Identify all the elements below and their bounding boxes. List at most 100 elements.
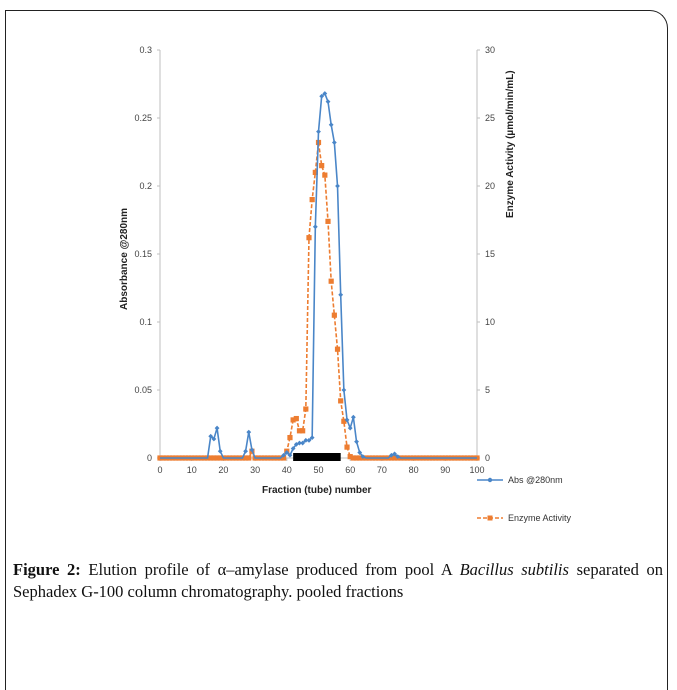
legend-enzyme-label: Enzyme Activity [508,513,572,523]
x-tick-label: 60 [345,465,355,475]
abs-280nm-point [341,387,347,393]
enzyme-activity-point [325,218,331,224]
abs-280nm-point [217,448,223,454]
enzyme-activity-point [353,455,360,461]
enzyme-activity-point [350,455,356,461]
x-tick-label: 20 [218,465,228,475]
abs-280nm-point [211,436,217,442]
enzyme-activity-point [208,455,214,461]
abs-280nm-point [357,450,363,455]
enzyme-activity-point [214,455,220,461]
y-right-tick-label: 20 [485,181,495,191]
enzyme-activity-point [328,278,334,284]
chart-legend: Abs @280nm Enzyme Activity [477,475,572,523]
abs-280nm-point [344,417,350,423]
y-right-tick-label: 0 [485,453,490,463]
abs-280nm-point [328,122,334,128]
y-right-axis-title: Enzyme Activity (µmol/min/mL) [505,70,516,218]
abs-280nm-point [306,437,312,443]
abs-280nm-point [208,433,214,439]
figure-label: Figure 2: [13,560,81,579]
caption-text-1: Elution profile of α–amylase produced fr… [80,560,460,579]
enzyme-activity-point [217,455,223,461]
enzyme-activity-point [306,235,312,241]
chart-axes [159,50,478,459]
abs-280nm-point [290,446,296,451]
abs-280nm-point [243,448,248,454]
y-left-tick-label: 0.25 [134,113,152,123]
y-right-tick-label: 25 [485,113,495,123]
enzyme-activity-point [293,415,299,422]
abs-280nm-point [354,439,359,445]
abs-280nm-line [160,92,477,459]
pooled-fractions-bar [293,453,341,461]
y-right-tick-label: 15 [485,249,495,259]
figure-frame [5,10,668,690]
x-tick-label: 50 [313,465,323,475]
abs-280nm-point [360,454,366,460]
abs-280nm-point [312,224,318,230]
abs-280nm-point [214,425,220,431]
enzyme-activity-point [300,428,306,434]
caption-species: Bacillus subtilis [459,560,569,579]
elution-chart: 0 0.05 0.1 0.15 0.2 0.25 0.3 0 5 10 15 20 25 30 0 10 2… [119,45,572,523]
abs-280nm-point [309,435,315,440]
enzyme-activity-point [331,312,337,318]
figure-caption: Figure 2: Elution profile of α–amylase p… [13,559,663,603]
abs-280nm-point [319,93,325,99]
y-left-axis-title: Absorbance @280nm [119,208,130,310]
enzyme-activity-point [246,455,252,461]
x-tick-label: 80 [409,465,419,475]
x-axis-title: Fraction (tube) number [262,485,372,496]
enzyme-activity-point [319,163,325,169]
x-tick-label: 40 [282,465,292,475]
y-left-tick-label: 0.15 [134,249,152,259]
x-tick-label: 70 [377,465,387,475]
y-left-tick-label: 0.3 [139,45,152,55]
enzyme-activity-point [309,197,315,203]
enzyme-activity-point [303,406,309,412]
abs-280nm-point [249,447,255,453]
enzyme-activity-point [391,455,398,461]
enzyme-activity-point [347,454,353,460]
y-right-tick-label: 30 [485,45,495,55]
series-abs-280nm [160,91,477,460]
abs-280nm-point [316,129,321,134]
abs-280nm-point [331,140,337,145]
enzyme-activity-point [338,398,344,404]
abs-280nm-point [347,425,353,431]
y-right-tick-label: 5 [485,385,490,395]
enzyme-activity-point [388,455,395,461]
enzyme-activity-point [312,169,318,175]
enzyme-activity-point [287,435,293,441]
enzyme-activity-point [341,418,347,424]
x-tick-label: 90 [440,465,450,475]
y-left-tick-label: 0 [147,453,152,463]
abs-280nm-point [335,183,340,189]
enzyme-activity-point [344,444,350,450]
abs-280nm-point [395,454,401,460]
enzyme-activity-point [242,455,249,461]
abs-280nm-point [284,450,290,455]
legend-abs-marker [487,477,493,483]
abs-280nm-point [338,292,344,298]
abs-280nm-point [350,414,356,420]
abs-280nm-point [300,440,306,446]
y-left-tick-label: 0.1 [139,317,152,327]
abs-280nm-point [325,99,331,105]
right-axis-ticks: 0 5 10 15 20 25 30 [477,45,495,463]
legend-abs-label: Abs @280nm [508,475,563,485]
abs-280nm-point [297,440,302,446]
enzyme-activity-point [290,417,296,423]
series-enzyme-activity [157,139,480,461]
x-tick-label: 30 [250,465,260,475]
enzyme-activity-point [357,455,363,461]
x-tick-label: 0 [157,465,162,475]
legend-enzyme-marker [487,515,493,521]
enzyme-activity-point [281,455,287,461]
abs-280nm-point [281,452,287,458]
abs-280nm-point [246,429,252,435]
abs-280nm-point [287,452,293,458]
abs-280nm-point [392,451,397,457]
x-tick-label: 10 [187,465,197,475]
